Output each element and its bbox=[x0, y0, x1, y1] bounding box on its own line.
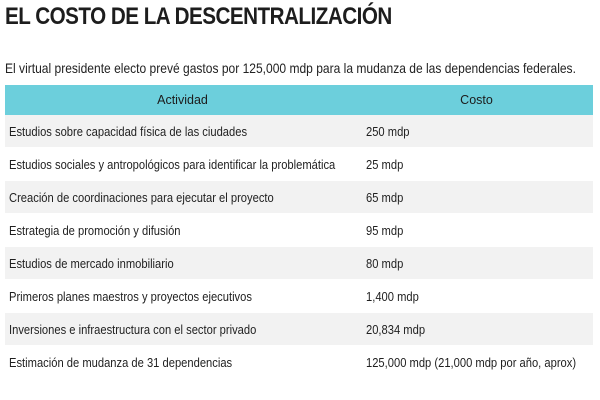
table-row: Estudios de mercado inmobiliario 80 mdp bbox=[5, 246, 593, 280]
activity-text: Primeros planes maestros y proyectos eje… bbox=[9, 288, 252, 304]
activity-cell: Inversiones e infraestructura con el sec… bbox=[5, 312, 360, 346]
activity-text: Estrategia de promoción y difusión bbox=[9, 222, 181, 238]
cost-text: 25 mdp bbox=[366, 156, 404, 172]
cost-text: 65 mdp bbox=[366, 189, 404, 205]
cost-text: 125,000 mdp (21,000 mdp por año, aprox) bbox=[366, 354, 577, 370]
activity-cell: Creación de coordinaciones para ejecutar… bbox=[5, 180, 360, 214]
column-header-activity: Actividad bbox=[5, 85, 360, 115]
cost-text: 20,834 mdp bbox=[366, 321, 426, 337]
cost-cell: 80 mdp bbox=[360, 246, 593, 280]
table-header-row: Actividad Costo bbox=[5, 85, 593, 115]
cost-cell: 65 mdp bbox=[360, 180, 593, 214]
activity-text: Estudios sociales y antropológicos para … bbox=[9, 156, 336, 172]
page-title: EL COSTO DE LA DESCENTRALIZACIÓN bbox=[5, 3, 392, 30]
cost-table: Actividad Costo Estudios sobre capacidad… bbox=[5, 85, 593, 379]
cost-cell: 1,400 mdp bbox=[360, 279, 593, 313]
activity-cell: Primeros planes maestros y proyectos eje… bbox=[5, 279, 360, 313]
activity-text: Inversiones e infraestructura con el sec… bbox=[9, 321, 257, 337]
activity-text: Estimación de mudanza de 31 dependencias bbox=[9, 354, 233, 370]
table-row: Estudios sobre capacidad física de las c… bbox=[5, 115, 593, 148]
table-row: Estrategia de promoción y difusión 95 md… bbox=[5, 213, 593, 247]
page-subtitle: El virtual presidente electo prevé gasto… bbox=[5, 60, 576, 76]
activity-cell: Estudios de mercado inmobiliario bbox=[5, 246, 360, 280]
cost-text: 1,400 mdp bbox=[366, 288, 419, 304]
activity-cell: Estimación de mudanza de 31 dependencias bbox=[5, 345, 360, 379]
activity-cell: Estudios sociales y antropológicos para … bbox=[5, 147, 360, 181]
cost-cell: 25 mdp bbox=[360, 147, 593, 181]
cost-text: 95 mdp bbox=[366, 222, 404, 238]
table-row: Inversiones e infraestructura con el sec… bbox=[5, 312, 593, 346]
table-row: Estimación de mudanza de 31 dependencias… bbox=[5, 345, 593, 379]
activity-cell: Estudios sobre capacidad física de las c… bbox=[5, 115, 360, 148]
cost-cell: 95 mdp bbox=[360, 213, 593, 247]
cost-text: 250 mdp bbox=[366, 123, 410, 139]
table-row: Creación de coordinaciones para ejecutar… bbox=[5, 180, 593, 214]
cost-text: 80 mdp bbox=[366, 255, 404, 271]
cost-cell: 20,834 mdp bbox=[360, 312, 593, 346]
table-row: Estudios sociales y antropológicos para … bbox=[5, 147, 593, 181]
cost-cell: 250 mdp bbox=[360, 115, 593, 148]
column-header-cost: Costo bbox=[360, 85, 593, 115]
cost-cell: 125,000 mdp (21,000 mdp por año, aprox) bbox=[360, 345, 593, 379]
activity-text: Estudios de mercado inmobiliario bbox=[9, 255, 174, 271]
activity-cell: Estrategia de promoción y difusión bbox=[5, 213, 360, 247]
activity-text: Creación de coordinaciones para ejecutar… bbox=[9, 189, 274, 205]
activity-text: Estudios sobre capacidad física de las c… bbox=[9, 123, 248, 139]
table-row: Primeros planes maestros y proyectos eje… bbox=[5, 279, 593, 313]
